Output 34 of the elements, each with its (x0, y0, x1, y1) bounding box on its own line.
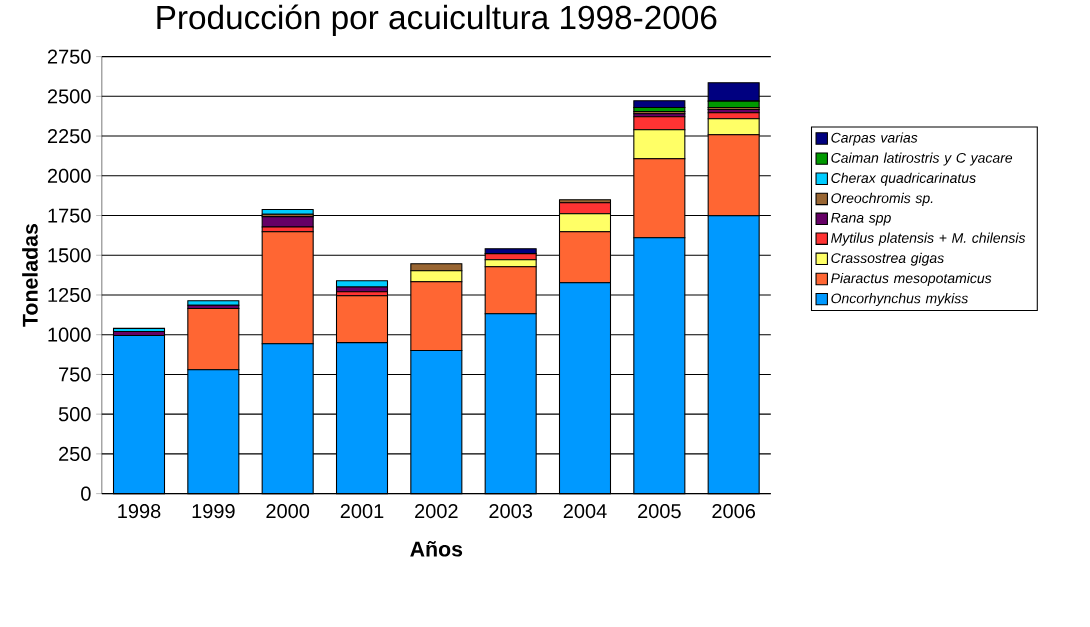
legend-label: Carpas varias (831, 132, 918, 146)
x-tick-label: 2003 (489, 503, 533, 519)
x-tick-label: 2002 (415, 503, 458, 519)
y-tick-label: 500 (58, 407, 91, 422)
legend-label: Cherax quadricarinatus (831, 172, 976, 186)
legend-label: Mytilus platensis + M. chilensis (831, 232, 1026, 246)
y-tick-label: 1250 (48, 287, 91, 302)
y-tick-label: 1000 (48, 327, 91, 342)
chart-title: Producción por acuicultura 1998-2006 (157, 4, 717, 36)
x-tick-label: 2006 (712, 503, 756, 519)
x-tick-label: 1999 (192, 503, 235, 519)
x-tick-label: 2001 (340, 503, 384, 519)
y-tick-label: 1500 (48, 248, 91, 263)
y-tick-label: 0 (81, 486, 91, 501)
y-tick-label: 2250 (47, 128, 91, 144)
y-axis-title: Toneladas (22, 223, 38, 327)
bar (633, 100, 686, 108)
y-tick-label: 750 (59, 367, 91, 382)
legend-label: Oncorhynchus mykiss (831, 293, 969, 307)
y-tick-label: 2000 (47, 168, 91, 183)
y-tick-label: 1750 (48, 208, 91, 223)
x-axis-title: Años (410, 540, 463, 557)
x-tick-label: 2004 (563, 503, 607, 519)
legend-label: Rana spp (831, 212, 891, 226)
y-tick-label: 2500 (47, 89, 91, 104)
legend-label: Crassostrea gigas (831, 252, 944, 266)
legend-label: Caiman latirostris y C yacare (831, 152, 1013, 166)
y-tick-label: 2750 (47, 49, 91, 64)
y-tick-label: 250 (59, 446, 91, 461)
x-tick-label: 2005 (638, 503, 681, 519)
x-tick-label: 2000 (266, 503, 310, 519)
legend-label: Oreochromis sp. (831, 192, 933, 206)
x-tick-label: 1998 (118, 503, 161, 519)
legend-label: Piaractus mesopotamicus (831, 272, 992, 286)
